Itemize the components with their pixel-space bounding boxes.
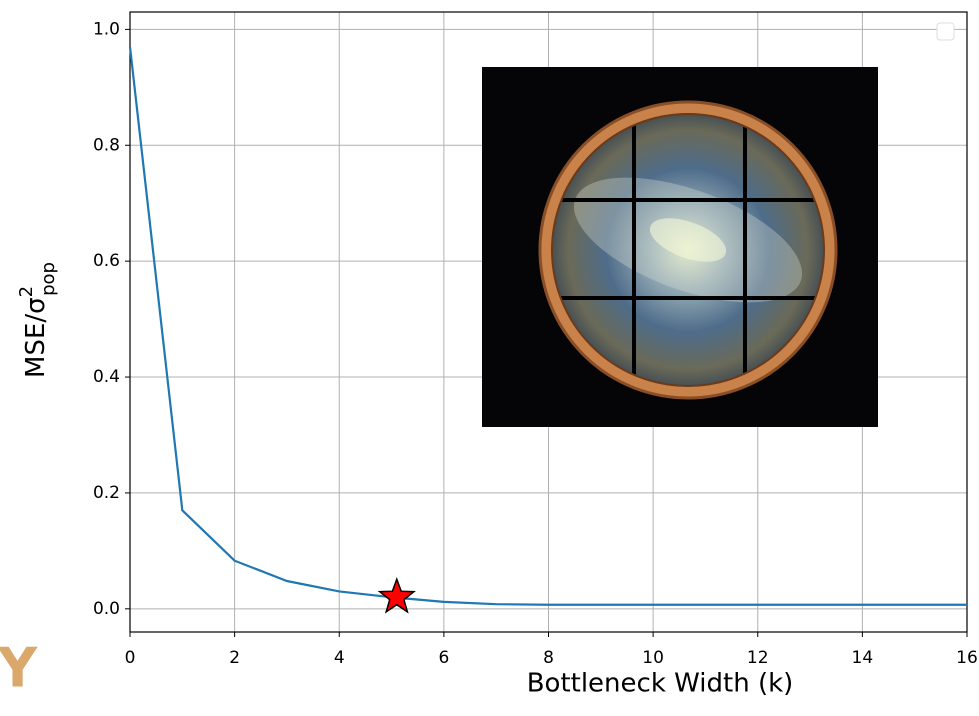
inset-image [482,67,878,427]
x-tick-label: 14 [852,648,874,668]
y-tick-label: 0.0 [93,599,120,619]
axes-frame [129,11,968,633]
highlight-star [377,577,416,614]
y-tick-label: 0.6 [93,251,120,271]
y-tick-label: 1.0 [93,19,120,39]
y-axis-label: MSE/σ2pop [16,262,59,378]
x-axis-label: Bottleneck Width (k) [527,669,794,699]
watermark: Y [0,637,38,700]
x-tick-label: 12 [747,648,769,668]
y-axis-label-sub: pop [38,262,59,296]
y-axis-label-text: MSE/σ [21,297,51,378]
x-tick-label: 0 [125,648,136,668]
y-tick-label: 0.2 [93,483,120,503]
y-axis-label-sup: 2 [16,286,37,297]
x-tick-label: 2 [229,648,240,668]
x-tick-label: 8 [543,648,554,668]
x-tick-label: 10 [642,648,664,668]
x-tick-label: 4 [334,648,345,668]
legend-box [936,22,955,41]
line-series [128,46,967,606]
y-tick-label: 0.4 [93,367,120,387]
x-tick-label: 6 [438,648,449,668]
y-tick-label: 0.8 [93,135,120,155]
x-tick-label: 16 [956,648,978,668]
